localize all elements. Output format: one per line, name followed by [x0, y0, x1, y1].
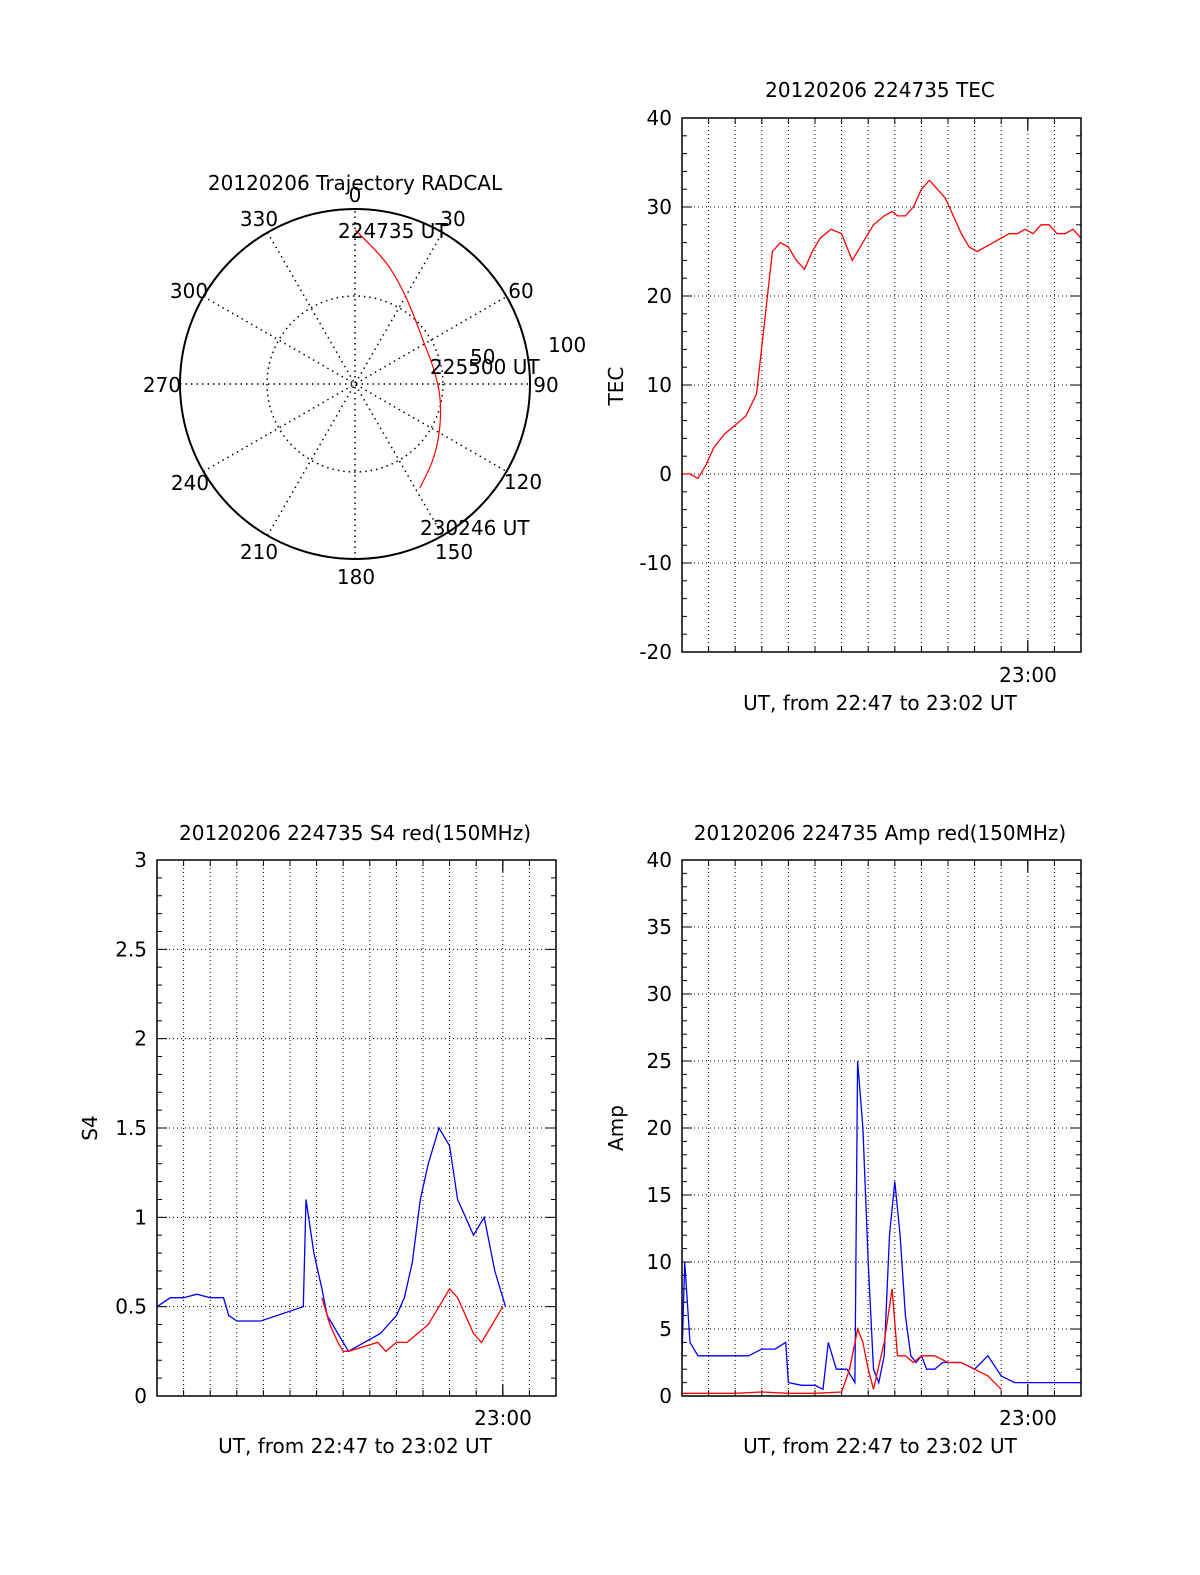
polar-grid: [179, 208, 531, 560]
tec-ytick-label: 20: [647, 284, 672, 308]
amp-ytick-label: 5: [659, 1317, 672, 1341]
s4-ylabel: S4: [78, 1115, 102, 1140]
s4-xlabel: UT, from 22:47 to 23:02 UT: [218, 1434, 493, 1458]
tec-ytick-label: 30: [647, 195, 672, 219]
amp-ylabel: Amp: [604, 1105, 628, 1151]
s4-panel: 20120206 224735 S4 red(150MHz) S4 UT, fr…: [78, 821, 557, 1458]
polar-azimuth-label: 90: [533, 373, 558, 397]
amp-ytick-label: 20: [647, 1116, 672, 1140]
tec-ytick-label: -10: [639, 551, 672, 575]
polar-azimuth-label: 240: [171, 471, 209, 495]
polar-azimuth-label: 150: [435, 540, 473, 564]
amp-ytick-label: 0: [659, 1384, 672, 1408]
tec-plot-frame: [681, 117, 1082, 653]
polar-azimuth-label: 120: [504, 470, 542, 494]
polar-spoke: [203, 295, 507, 473]
tec-series-line: [682, 179, 1082, 480]
polar-azimuth-labels: 0 30 60 90 120 150 180 210 240 270 300 330: [143, 183, 559, 589]
amp-panel: 20120206 224735 Amp red(150MHz) Amp UT, …: [604, 821, 1082, 1458]
amp-plot-frame: [681, 859, 1082, 1397]
amp-ytick-label: 25: [647, 1049, 672, 1073]
polar-azimuth-label: 60: [508, 279, 533, 303]
amp-title: 20120206 224735 Amp red(150MHz): [694, 821, 1066, 845]
amp-xlabel: UT, from 22:47 to 23:02 UT: [743, 1434, 1018, 1458]
amp-ytick-label: 10: [647, 1250, 672, 1274]
polar-azimuth-label: 0: [349, 183, 362, 207]
tec-title: 20120206 224735 TEC: [765, 78, 995, 102]
polar-azimuth-label: 270: [143, 373, 181, 397]
s4-ytick-label: 1: [134, 1205, 147, 1229]
polar-title: 20120206 Trajectory RADCAL: [208, 171, 503, 195]
s4-series-line: [156, 1126, 507, 1353]
polar-spoke: [266, 232, 444, 536]
trajectory-end-label: 230246 UT: [420, 516, 530, 540]
s4-ytick-label: 1.5: [115, 1116, 147, 1140]
s4-plot-frame: [156, 859, 557, 1397]
tec-ytick-label: 40: [647, 106, 672, 130]
s4-ytick-label: 3: [134, 848, 147, 872]
tec-xtick-label: 23:00: [999, 663, 1057, 687]
tec-panel: 20120206 224735 TEC TEC UT, from 22:47 t…: [604, 78, 1082, 715]
polar-inner-circle: [266, 295, 444, 473]
amp-ytick-label: 30: [647, 982, 672, 1006]
tec-ytick-label: 0: [659, 462, 672, 486]
polar-radial-label-50: 50: [470, 345, 495, 369]
amp-ytick-label: 15: [647, 1183, 672, 1207]
polar-azimuth-label: 180: [337, 565, 375, 589]
polar-azimuth-label: 330: [240, 207, 278, 231]
s4-ytick-label: 0.5: [115, 1295, 147, 1319]
polar-spoke: [266, 232, 444, 536]
s4-ytick-label: 0: [134, 1384, 147, 1408]
polar-azimuth-label: 300: [170, 279, 208, 303]
s4-ytick-label: 2.5: [115, 937, 147, 961]
tec-ytick-label: -20: [639, 640, 672, 664]
polar-azimuth-label: 30: [440, 207, 465, 231]
s4-ytick-label: 2: [134, 1027, 147, 1051]
tec-xlabel: UT, from 22:47 to 23:02 UT: [743, 691, 1018, 715]
polar-spoke: [203, 295, 507, 473]
tec-ylabel: TEC: [604, 367, 628, 407]
amp-xtick-label: 23:00: [999, 1406, 1057, 1430]
amp-ytick-label: 35: [647, 915, 672, 939]
s4-series-line: [321, 1287, 504, 1353]
tec-ytick-label: 10: [647, 373, 672, 397]
s4-xtick-label: 23:00: [474, 1406, 532, 1430]
trajectory-start-label: 224735 UT: [338, 219, 448, 243]
polar-azimuth-label: 210: [240, 540, 278, 564]
amp-ytick-label: 40: [647, 848, 672, 872]
amp-series-line: [681, 1060, 1081, 1391]
amp-series-line: [682, 1288, 1002, 1394]
polar-trajectory-panel: 20120206 Trajectory RADCAL 0 30 60 90 120 150…: [143, 171, 586, 589]
trajectory-line: [354, 229, 442, 489]
trajectory-mid-label: 225500 UT: [430, 355, 540, 379]
polar-radial-label-100: 100: [548, 333, 586, 357]
s4-title: 20120206 224735 S4 red(150MHz): [179, 821, 531, 845]
